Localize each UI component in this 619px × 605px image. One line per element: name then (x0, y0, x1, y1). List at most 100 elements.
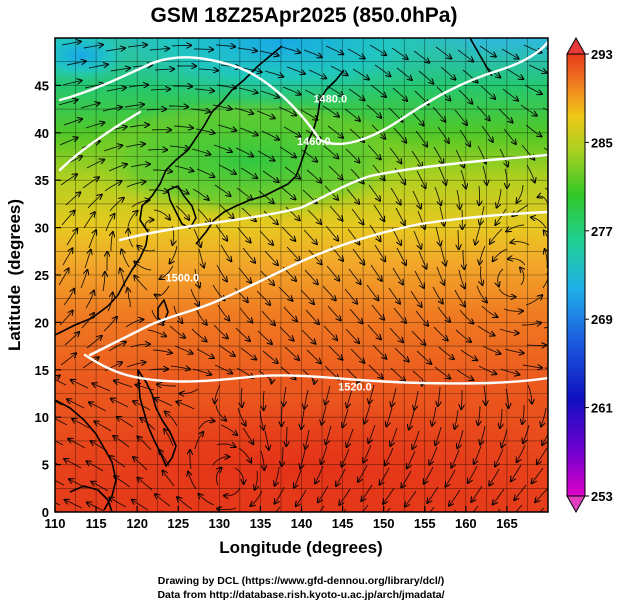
streamline (326, 85, 343, 96)
streamline (479, 45, 496, 57)
streamline (304, 269, 318, 284)
streamline (523, 424, 530, 443)
x-tick-label: 110 (45, 516, 66, 531)
streamline (385, 447, 394, 465)
streamline (503, 309, 523, 311)
streamline (147, 329, 166, 336)
streamline (117, 417, 134, 428)
streamline (459, 129, 470, 146)
streamline (345, 148, 360, 163)
streamline (371, 304, 384, 320)
streamline (390, 367, 405, 381)
streamline (64, 459, 82, 469)
streamline (131, 200, 150, 208)
streamline (520, 104, 537, 116)
streamline (325, 45, 343, 54)
y-tick-label: 10 (35, 410, 49, 425)
streamline (129, 125, 149, 127)
streamline (91, 482, 109, 492)
colorbar-gradient (566, 53, 586, 497)
streamline (55, 462, 60, 466)
streamline (358, 464, 368, 482)
streamline (61, 42, 81, 46)
streamline (134, 276, 148, 291)
streamline (318, 485, 329, 502)
streamline (80, 270, 87, 289)
streamline (86, 160, 104, 169)
streamline (522, 405, 524, 424)
streamline (374, 244, 385, 261)
contour-low-west (58, 110, 142, 172)
streamline (280, 186, 296, 200)
streamline (373, 204, 384, 221)
streamline (380, 467, 390, 485)
y-tick-label: 5 (42, 458, 49, 473)
streamline (235, 147, 253, 157)
streamline (212, 104, 232, 109)
streamline (415, 130, 427, 147)
streamline (256, 290, 270, 305)
streamline (107, 293, 113, 312)
streamline (351, 208, 364, 224)
colorbar-tick-label: 285 (591, 135, 613, 150)
y-axis: 0 5 10 15 20 25 30 35 40 45 (35, 78, 61, 520)
streamline (475, 225, 481, 245)
streamline (62, 248, 73, 266)
streamline (323, 325, 337, 340)
streamline (367, 144, 381, 159)
streamline (388, 287, 400, 304)
streamline (66, 61, 86, 66)
streamline (350, 348, 364, 363)
streamline (242, 427, 253, 444)
streamline (164, 429, 174, 447)
credit-drawing: Drawing by DCL (https://www.gfd-dennou.o… (158, 575, 444, 587)
streamline (468, 465, 478, 483)
streamline (454, 109, 467, 125)
streamline (369, 44, 386, 55)
streamline (481, 265, 483, 285)
streamline (87, 503, 105, 512)
streamline (128, 85, 148, 87)
streamline (372, 344, 386, 359)
streamline (214, 364, 232, 373)
streamline (322, 105, 339, 117)
streamline (237, 407, 246, 426)
streamline (303, 229, 317, 244)
streamline (515, 504, 523, 512)
contour-1460 (58, 40, 548, 146)
streamline (133, 457, 148, 471)
streamline (264, 430, 269, 450)
streamline (127, 211, 138, 228)
colorbar-tick-label: 253 (591, 489, 613, 504)
streamline (192, 188, 209, 200)
streamline (194, 432, 203, 450)
streamline (66, 229, 77, 246)
streamline (495, 448, 504, 467)
streamline (433, 326, 448, 341)
streamline (498, 268, 504, 286)
streamline (411, 150, 422, 167)
streamline (455, 329, 471, 342)
streamline (83, 212, 95, 229)
coast-kamchatka (469, 38, 493, 77)
streamline (235, 327, 250, 341)
streamline (177, 497, 193, 510)
streamline (257, 150, 275, 161)
streamline (103, 317, 117, 332)
streamline (283, 306, 297, 321)
streamline (174, 165, 193, 171)
streamline (495, 208, 507, 225)
streamline (343, 408, 349, 427)
streamline (128, 288, 131, 308)
streamline (198, 248, 204, 268)
streamline (414, 390, 419, 410)
streamline (543, 147, 548, 151)
streamline (429, 506, 435, 512)
contour-1520 (138, 374, 548, 385)
streamline (541, 407, 547, 427)
streamline (106, 88, 126, 92)
streamline (260, 90, 279, 98)
streamline (478, 405, 480, 425)
streamline (152, 350, 172, 353)
streamline (413, 230, 421, 249)
